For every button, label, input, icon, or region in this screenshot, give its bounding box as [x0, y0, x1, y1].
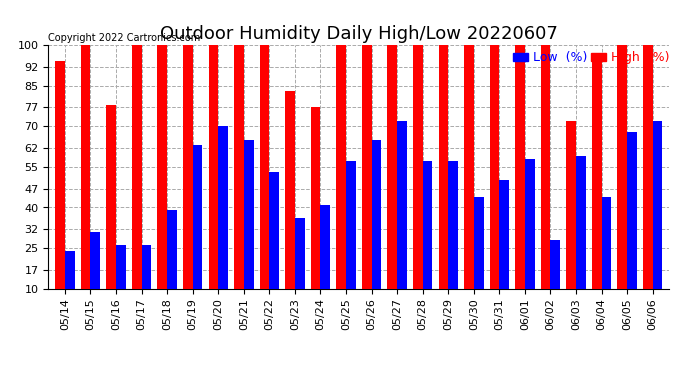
Bar: [116, 245, 126, 289]
Bar: [295, 218, 304, 289]
Bar: [618, 45, 627, 289]
Bar: [387, 45, 397, 289]
Bar: [218, 126, 228, 289]
Text: Copyright 2022 Cartronics.com: Copyright 2022 Cartronics.com: [48, 33, 201, 43]
Bar: [525, 159, 535, 289]
Bar: [234, 45, 244, 289]
Bar: [90, 232, 100, 289]
Bar: [372, 140, 382, 289]
Bar: [464, 45, 474, 289]
Bar: [259, 45, 269, 289]
Bar: [551, 240, 560, 289]
Bar: [423, 162, 433, 289]
Bar: [193, 145, 202, 289]
Bar: [81, 45, 90, 289]
Bar: [576, 156, 586, 289]
Bar: [474, 196, 484, 289]
Bar: [541, 45, 551, 289]
Bar: [65, 251, 75, 289]
Bar: [439, 45, 449, 289]
Bar: [592, 53, 602, 289]
Bar: [566, 121, 576, 289]
Bar: [285, 91, 295, 289]
Bar: [448, 162, 458, 289]
Bar: [244, 140, 253, 289]
Bar: [643, 45, 653, 289]
Bar: [55, 61, 65, 289]
Bar: [141, 245, 151, 289]
Legend: Low  (%), High  (%): Low (%), High (%): [513, 51, 669, 64]
Bar: [208, 45, 218, 289]
Bar: [362, 45, 372, 289]
Bar: [602, 196, 611, 289]
Bar: [132, 45, 141, 289]
Bar: [106, 105, 116, 289]
Title: Outdoor Humidity Daily High/Low 20220607: Outdoor Humidity Daily High/Low 20220607: [160, 26, 558, 44]
Bar: [413, 45, 423, 289]
Bar: [346, 162, 356, 289]
Bar: [490, 45, 500, 289]
Bar: [397, 121, 407, 289]
Bar: [269, 172, 279, 289]
Bar: [500, 180, 509, 289]
Bar: [310, 107, 320, 289]
Bar: [653, 121, 662, 289]
Bar: [627, 132, 637, 289]
Bar: [515, 45, 525, 289]
Bar: [336, 45, 346, 289]
Bar: [157, 45, 167, 289]
Bar: [167, 210, 177, 289]
Bar: [183, 45, 193, 289]
Bar: [320, 205, 331, 289]
